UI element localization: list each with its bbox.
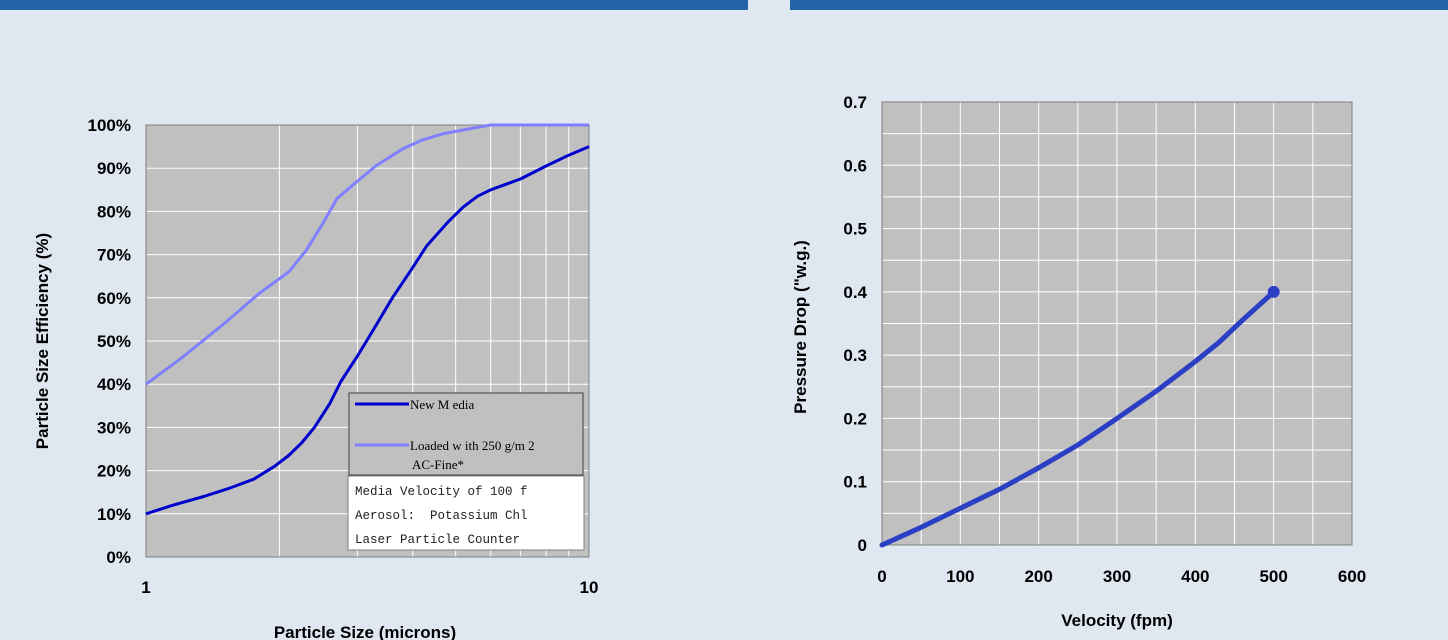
efficiency-y-tick-label: 70% [97,246,131,265]
legend-label-loaded: Loaded w ith 250 g/m 2 [410,438,535,453]
efficiency-y-tick-label: 0% [106,548,131,567]
efficiency-note-text-group: Media Velocity of 100 f Aerosol: Potassiu… [355,485,528,547]
pressure-plot-border [881,101,1353,546]
efficiency-note-box [347,475,585,551]
efficiency-note-line: Media Velocity of 100 f [355,485,528,499]
efficiency-y-axis-title: Particle Size Efficiency (%) [33,233,52,449]
pressure-x-tick-label: 100 [946,567,974,586]
efficiency-y-tick-label: 10% [97,505,131,524]
efficiency-x-axis-title: Particle Size (microns) [274,623,456,640]
efficiency-y-tick-label: 40% [97,375,131,394]
legend-label-loaded-line2: AC-Fine* [412,457,464,472]
top-banner-right [790,0,1448,10]
efficiency-y-tick-label: 100% [88,116,131,135]
pressure-y-tick-label: 0.6 [843,156,867,175]
efficiency-plot-border [145,124,590,558]
efficiency-legend-box [348,392,584,476]
pressure-x-axis-title: Velocity (fpm) [1061,611,1172,630]
efficiency-y-tick-label: 30% [97,418,131,437]
efficiency-x-tick-label: 10 [580,578,599,597]
pressure-y-tick-label: 0 [858,536,867,555]
efficiency-note-line: Laser Particle Counter [355,533,520,547]
pressure-end-marker [1267,285,1280,298]
pressure-x-tick-label: 400 [1181,567,1209,586]
top-banner-left [0,0,748,10]
pressure-y-tick-label: 0.3 [843,346,867,365]
efficiency-y-tick-label: 20% [97,462,131,481]
pressure-x-tick-label: 300 [1103,567,1131,586]
efficiency-y-tick-label: 50% [97,332,131,351]
pressure-y-tick-label: 0.7 [843,93,867,112]
pressure-y-tick-label: 0.2 [843,409,867,428]
efficiency-y-tick-label: 90% [97,159,131,178]
new-media-series-line [145,145,590,516]
efficiency-y-tick-label: 80% [97,202,131,221]
efficiency-y-tick-label: 60% [97,289,131,308]
pressure-y-tick-label: 0.4 [843,283,867,302]
pressure-x-tick-label: 0 [877,567,886,586]
loaded-series-line [145,123,589,386]
pressure-x-tick-label: 500 [1259,567,1287,586]
pressure-x-tick-label: 200 [1024,567,1052,586]
pressure-x-tick-label: 600 [1338,567,1366,586]
pressure-y-tick-label: 0.5 [843,220,867,239]
pressure-y-axis-title: Pressure Drop ("w.g.) [791,240,810,414]
efficiency-note-line: Aerosol: Potassium Chl [355,509,528,523]
pressure-series-line [879,289,1277,548]
efficiency-x-tick-label: 1 [141,578,150,597]
legend-label-new-media: New M edia [410,397,474,412]
pressure-y-tick-label: 0.1 [843,473,867,492]
